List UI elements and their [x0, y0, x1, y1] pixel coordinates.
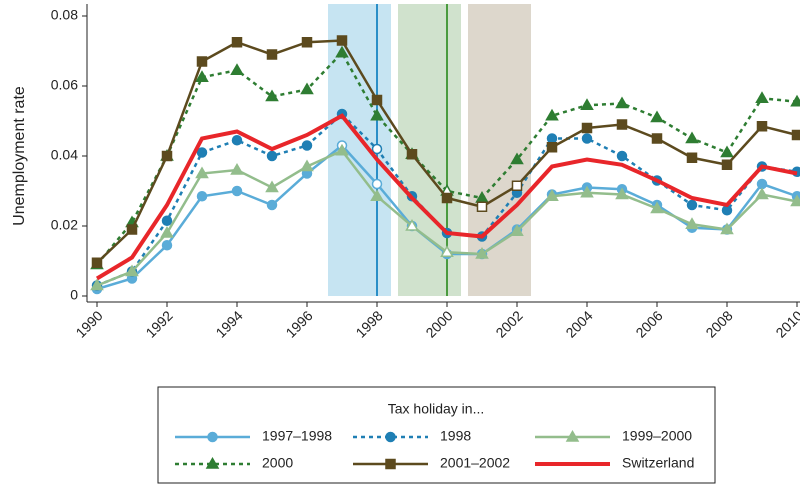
- marker: [687, 133, 698, 143]
- marker: [268, 152, 277, 161]
- marker: [408, 150, 417, 159]
- marker: [443, 194, 452, 203]
- marker: [386, 460, 395, 469]
- x-tick-label: 1990: [72, 307, 105, 340]
- x-tick-label: 1998: [352, 307, 385, 340]
- y-tick-label: 0: [70, 287, 78, 303]
- x-tick-label: 1994: [212, 307, 245, 340]
- marker: [652, 112, 663, 122]
- marker: [618, 120, 627, 129]
- marker: [128, 225, 137, 234]
- x-tick-label: 2010: [772, 307, 800, 340]
- marker: [583, 134, 592, 143]
- marker: [513, 181, 522, 190]
- marker: [163, 216, 172, 225]
- legend-label: 1998: [440, 428, 471, 444]
- x-tick-label: 2006: [632, 307, 665, 340]
- marker: [303, 141, 312, 150]
- marker: [478, 202, 487, 211]
- marker: [232, 65, 243, 75]
- legend-label: Switzerland: [622, 455, 694, 471]
- x-tick-label: 1992: [142, 307, 175, 340]
- marker: [758, 122, 767, 131]
- marker: [373, 145, 382, 154]
- y-tick-label: 0.02: [51, 217, 78, 233]
- marker: [792, 96, 800, 106]
- x-tick-label: 1996: [282, 307, 315, 340]
- marker: [688, 201, 697, 210]
- y-tick-label: 0.06: [51, 77, 78, 93]
- marker: [208, 433, 217, 442]
- legend-label: 2001–2002: [440, 455, 510, 471]
- x-tick-label: 2008: [702, 307, 735, 340]
- marker: [233, 187, 242, 196]
- marker: [653, 134, 662, 143]
- marker: [163, 241, 172, 250]
- marker: [548, 143, 557, 152]
- marker: [268, 50, 277, 59]
- marker: [757, 93, 768, 103]
- marker: [758, 180, 767, 189]
- x-tick-label: 2000: [422, 307, 455, 340]
- x-tick-label: 2004: [562, 307, 595, 340]
- marker: [582, 100, 593, 110]
- legend-label: 2000: [262, 455, 293, 471]
- legend-title: Tax holiday in...: [388, 401, 485, 417]
- marker: [548, 134, 557, 143]
- marker: [338, 36, 347, 45]
- y-tick-label: 0.08: [51, 7, 78, 23]
- legend-label: 1999–2000: [622, 428, 692, 444]
- marker: [268, 201, 277, 210]
- marker: [688, 153, 697, 162]
- marker: [618, 152, 627, 161]
- marker: [233, 38, 242, 47]
- marker: [723, 160, 732, 169]
- marker: [198, 57, 207, 66]
- marker: [373, 96, 382, 105]
- marker: [722, 147, 733, 157]
- y-axis-label: Unemployment rate: [11, 86, 28, 226]
- marker: [93, 258, 102, 267]
- marker: [583, 124, 592, 133]
- marker: [162, 228, 173, 238]
- marker: [233, 136, 242, 145]
- marker: [163, 152, 172, 161]
- legend-label: 1997–1998: [262, 428, 332, 444]
- y-tick-label: 0.04: [51, 147, 78, 163]
- x-tick-label: 2002: [492, 307, 525, 340]
- marker: [198, 148, 207, 157]
- marker: [373, 180, 382, 189]
- marker: [793, 131, 800, 140]
- marker: [303, 38, 312, 47]
- marker: [723, 206, 732, 215]
- marker: [198, 192, 207, 201]
- marker: [386, 433, 395, 442]
